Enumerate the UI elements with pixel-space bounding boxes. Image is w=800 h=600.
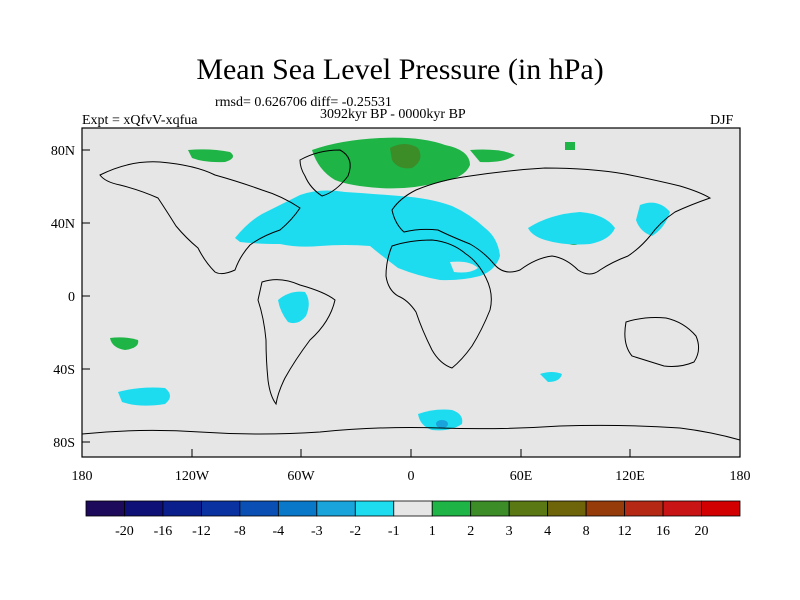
colorbar-swatch: [354, 500, 395, 517]
colorbar: [85, 500, 741, 517]
arctic-positive-region: [312, 137, 470, 189]
x-tick-label: 0: [408, 469, 415, 484]
colorbar-label: -16: [154, 524, 173, 539]
greenland-coast: [299, 149, 351, 197]
positive-anomaly-regions: [110, 137, 582, 350]
colorbar-label: 20: [695, 524, 709, 539]
pacific-south-positive: [110, 337, 139, 350]
x-tick-label: 180: [730, 469, 751, 484]
colorbar-swatch: [470, 500, 510, 517]
x-tick-label: 60W: [287, 469, 315, 484]
y-tick-label: 40N: [51, 217, 75, 232]
colorbar-label: -4: [273, 524, 285, 539]
negative-anomaly-regions: [118, 190, 670, 431]
experiment-line: Expt = xQfvV-xqfua: [82, 113, 198, 128]
south-pacific-negative: [118, 387, 170, 406]
x-axis: 180 120W 60W 0 60E 120E 180: [72, 449, 751, 484]
colorbar-label: -8: [234, 524, 246, 539]
colorbar-label: -12: [192, 524, 211, 539]
colorbar-swatch: [662, 500, 702, 517]
south-indian-negative: [540, 372, 562, 382]
atlantic-europe-negative: [235, 190, 500, 281]
y-tick-label: 40S: [53, 363, 75, 378]
antarctic-core: [436, 420, 448, 428]
colorbar-swatch: [239, 500, 279, 517]
season-label: DJF: [710, 113, 734, 128]
y-tick-label: 80S: [53, 436, 75, 451]
colorbar-label: 3: [506, 524, 513, 539]
australia-coast: [624, 317, 700, 367]
y-tick-label: 80N: [51, 144, 75, 159]
y-tick-label: 0: [68, 290, 75, 305]
colorbar-swatch: [316, 500, 356, 517]
colorbar-label: 16: [656, 524, 670, 539]
page-title: Mean Sea Level Pressure (in hPa): [196, 53, 604, 86]
arctic-positive-core: [390, 144, 421, 169]
south-america-coast: [257, 279, 336, 406]
x-tick-label: 60E: [510, 469, 533, 484]
antarctica-coast: [81, 424, 741, 441]
east-arctic-dot: [565, 142, 575, 150]
arctic-east-positive: [470, 149, 515, 163]
colorbar-label: -3: [311, 524, 323, 539]
colorbar-swatch: [85, 500, 125, 517]
x-tick-label: 120E: [615, 469, 645, 484]
colorbar-swatch: [162, 500, 202, 517]
colorbar-swatch: [508, 500, 549, 517]
colorbar-swatch: [277, 500, 318, 517]
colorbar-swatch: [393, 500, 433, 517]
colorbar-label: -2: [349, 524, 361, 539]
africa-coast: [385, 239, 492, 369]
x-tick-label: 120W: [175, 469, 210, 484]
north-africa-core: [450, 261, 478, 273]
north-america-coast: [99, 161, 301, 275]
colorbar-swatch: [201, 500, 241, 517]
japan-negative: [636, 202, 670, 236]
x-tick-label: 180: [72, 469, 93, 484]
colorbar-label: 12: [618, 524, 632, 539]
stats-line: rmsd= 0.626706 diff= -0.25531: [215, 95, 392, 110]
colorbar-label: 8: [583, 524, 590, 539]
eurasia-coast: [391, 167, 712, 275]
antarctic-negative: [418, 409, 463, 431]
arctic-west-positive: [188, 149, 234, 163]
colorbar-swatch: [547, 500, 587, 517]
colorbar-swatch: [624, 500, 664, 517]
colorbar-label: -1: [388, 524, 400, 539]
period-line: 3092kyr BP - 0000kyr BP: [320, 107, 466, 122]
colorbar-swatch: [585, 500, 625, 517]
asia-pacific-negative: [528, 212, 615, 245]
colorbar-label: 2: [467, 524, 474, 539]
colorbar-label: -20: [115, 524, 134, 539]
colorbar-labels: -20 -16 -12 -8 -4 -3 -2 -1 1 2 3 4 8 12 16 20: [115, 524, 708, 539]
colorbar-label: 1: [429, 524, 436, 539]
colorbar-swatch: [431, 500, 472, 517]
colorbar-label: 4: [544, 524, 551, 539]
colorbar-swatch: [701, 500, 741, 517]
colorbar-swatch: [124, 500, 164, 517]
coastlines: [81, 149, 741, 441]
y-axis: 80N 40N 0 40S 80S: [51, 144, 90, 451]
tropical-atlantic-negative: [278, 291, 309, 324]
